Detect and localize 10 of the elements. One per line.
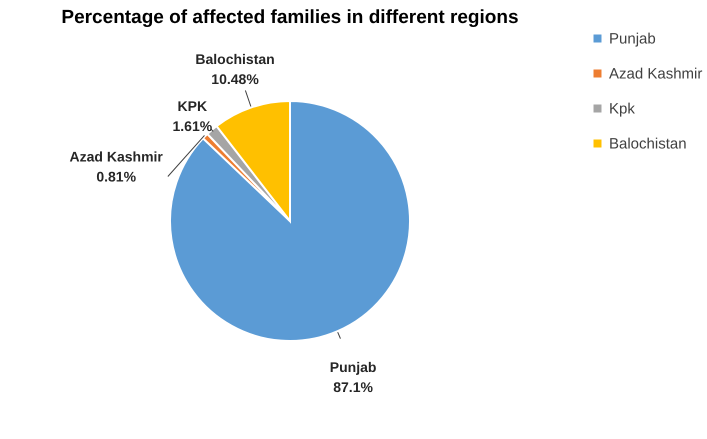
legend-label: Balochistan — [609, 136, 687, 152]
data-label: Punjab 87.1% — [330, 359, 376, 396]
data-label: KPK 1.61% — [172, 98, 213, 134]
data-label: Balochistan 10.48% — [195, 51, 275, 88]
pie-slice — [169, 100, 411, 342]
data-label: Azad Kashmir 0.81% — [69, 148, 164, 185]
legend-label: Kpk — [609, 100, 636, 118]
chart-title: Percentage of affected families in different regions — [61, 7, 519, 28]
legend-label: Punjab — [609, 30, 656, 48]
legend-label: Azad Kashmir — [609, 66, 702, 82]
